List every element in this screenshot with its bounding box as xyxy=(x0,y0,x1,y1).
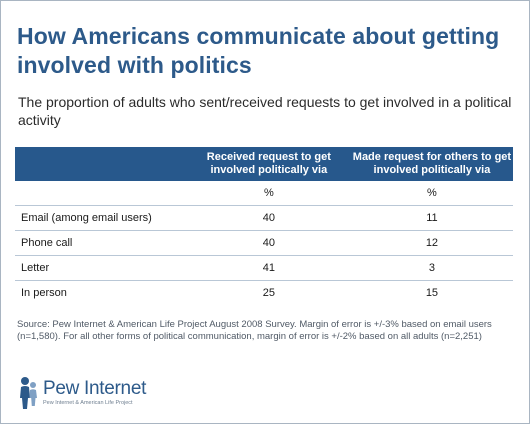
chart-subtitle: The proportion of adults who sent/receiv… xyxy=(18,94,512,128)
table-row: Phone call 40 12 xyxy=(15,230,513,256)
unit-blank-cell xyxy=(15,181,187,206)
header-made: Made request for others to get involved … xyxy=(350,147,513,181)
table-header-row: Received request to get involved politic… xyxy=(15,147,513,181)
logo-tagline: Pew Internet & American Life Project xyxy=(43,400,133,406)
pew-internet-logo: Pew Internet Pew Internet & American Lif… xyxy=(17,373,217,413)
unit-received: % xyxy=(186,181,351,206)
unit-made: % xyxy=(350,181,513,206)
source-note: Source: Pew Internet & American Life Pro… xyxy=(17,319,492,342)
row-value-received: 40 xyxy=(186,205,351,231)
header-blank-cell xyxy=(15,147,187,181)
row-label: Email (among email users) xyxy=(15,205,187,231)
row-value-made: 12 xyxy=(350,230,513,256)
unit-row: % % xyxy=(15,181,513,206)
header-received: Received request to get involved politic… xyxy=(186,147,351,181)
row-label: In person xyxy=(21,287,67,299)
table-row: In person 25 15 xyxy=(15,281,513,306)
row-value-received: 25 xyxy=(262,287,275,299)
data-table: Received request to get involved politic… xyxy=(15,147,513,305)
logo-name: Pew Internet xyxy=(43,378,147,399)
row-value-received: 40 xyxy=(186,230,351,256)
row-value-received: 41 xyxy=(186,255,351,281)
row-label: Phone call xyxy=(15,230,187,256)
row-value-made: 3 xyxy=(350,255,513,281)
table-row: Letter 41 3 xyxy=(15,255,513,281)
row-label: Letter xyxy=(15,255,187,281)
pew-figure-icon xyxy=(20,377,37,409)
table-row: Email (among email users) 40 11 xyxy=(15,205,513,231)
chart-title: How Americans communicate about getting … xyxy=(17,23,500,78)
row-value-made: 15 xyxy=(425,287,439,299)
row-value-made: 11 xyxy=(350,205,513,231)
